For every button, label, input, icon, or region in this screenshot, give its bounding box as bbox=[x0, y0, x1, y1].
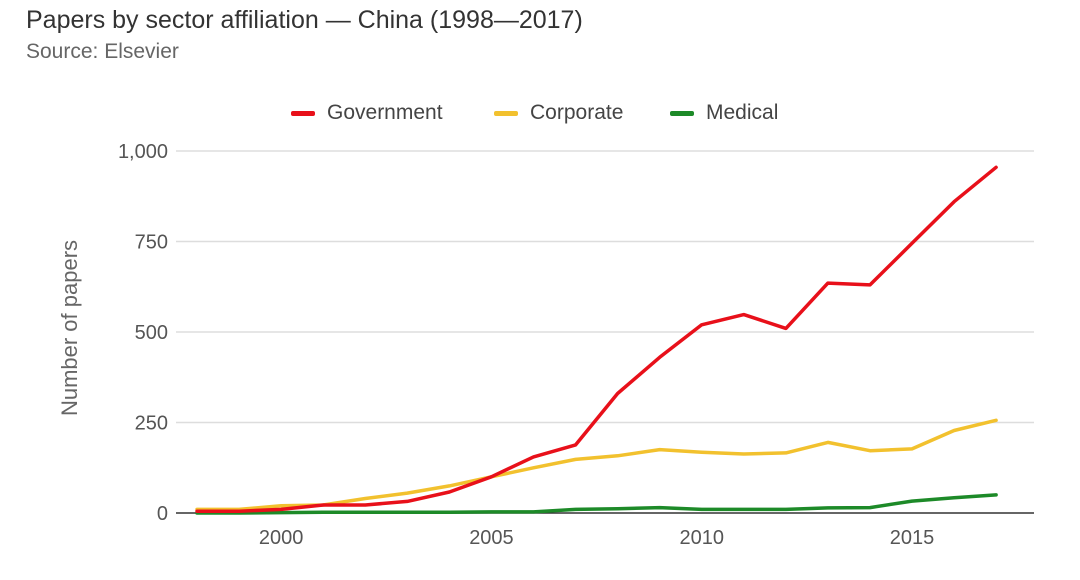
x-tick-label: 2015 bbox=[890, 527, 935, 549]
y-tick-label: 1,000 bbox=[118, 141, 168, 163]
x-tick-label: 2005 bbox=[469, 527, 514, 549]
chart-subtitle: Source: Elsevier bbox=[26, 40, 179, 63]
x-tick-label: 2000 bbox=[259, 527, 304, 549]
grid-layer bbox=[176, 150, 1034, 424]
series-line-government bbox=[195, 165, 998, 513]
chart-title: Papers by sector affiliation — China (19… bbox=[26, 6, 583, 34]
y-tick-label: 250 bbox=[135, 413, 168, 435]
y-tick-label: 500 bbox=[135, 322, 168, 344]
y-tick-label: 750 bbox=[135, 232, 168, 254]
series-line-corporate bbox=[195, 418, 998, 512]
x-tick-label: 2010 bbox=[679, 527, 724, 549]
series-line-medical bbox=[195, 493, 998, 515]
axis-layer: 0 250 500 750 1,000 2000 2005 2010 2015 bbox=[118, 141, 1034, 549]
y-axis-label: Number of papers bbox=[57, 240, 82, 416]
series-layer bbox=[195, 165, 998, 515]
y-tick-label: 0 bbox=[157, 503, 168, 525]
